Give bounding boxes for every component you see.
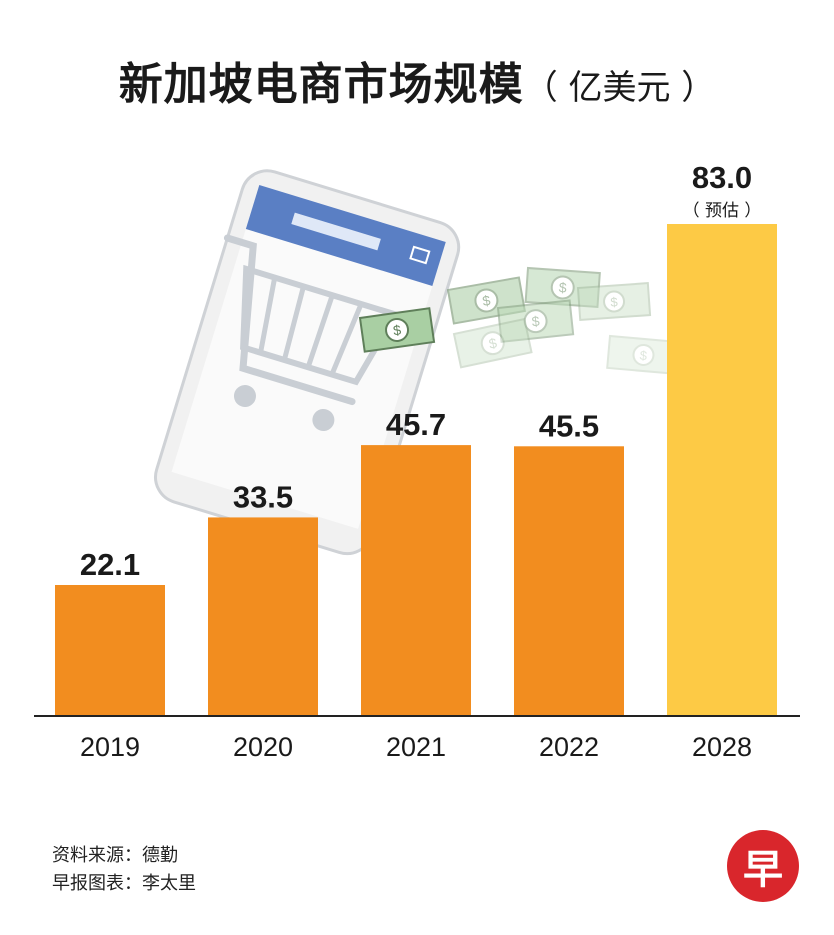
source-block: 资料来源：德勤 早报图表：李太里: [52, 842, 196, 898]
data-label: 33.5: [233, 479, 293, 514]
x-tick-label: 2028: [692, 732, 752, 762]
data-label: 45.5: [539, 408, 599, 443]
illustration-group: $ $ $ $ $ $ $: [154, 169, 681, 556]
money-bill-icon: $: [446, 276, 526, 325]
svg-text:$: $: [639, 348, 648, 364]
money-bill-icon: $: [606, 334, 681, 376]
data-label: 83.0: [692, 160, 752, 195]
svg-text:$: $: [610, 294, 619, 310]
money-bill-icon: $: [452, 317, 533, 369]
svg-text:$: $: [531, 313, 541, 330]
x-tick-label: 2021: [386, 732, 446, 762]
data-label: 45.7: [386, 407, 446, 442]
estimate-note: （ 预估 ）: [683, 201, 762, 221]
source-line: 资料来源：德勤: [52, 845, 178, 866]
chart-unit: （ 亿美元 ）: [523, 68, 716, 108]
bar-2020: [208, 517, 318, 716]
x-tick-label: 2020: [233, 732, 293, 762]
svg-text:$: $: [558, 279, 567, 296]
phone-cart-icon: [154, 169, 461, 556]
svg-text:$: $: [392, 321, 402, 338]
bar-2022: [514, 446, 624, 716]
money-bill-icon: $: [496, 299, 575, 343]
bar-2019: [55, 584, 165, 716]
zaobao-logo: 早: [727, 830, 799, 902]
bar-2028: [667, 224, 777, 716]
x-tick-label: 2019: [80, 732, 140, 762]
money-bill-icon: $: [576, 282, 652, 321]
data-label: 22.1: [80, 547, 140, 582]
svg-text:$: $: [487, 334, 498, 351]
chart-title-row: 新加坡电商市场规模（ 亿美元 ）: [0, 48, 834, 112]
chart-title: 新加坡电商市场规模: [118, 59, 524, 110]
svg-text:$: $: [481, 292, 492, 309]
credit-line: 早报图表：李太里: [52, 873, 196, 894]
money-bill-icon: $: [358, 307, 436, 353]
logo-text: 早: [743, 847, 783, 893]
bar-2021: [361, 445, 471, 716]
x-tick-label: 2022: [539, 732, 599, 762]
